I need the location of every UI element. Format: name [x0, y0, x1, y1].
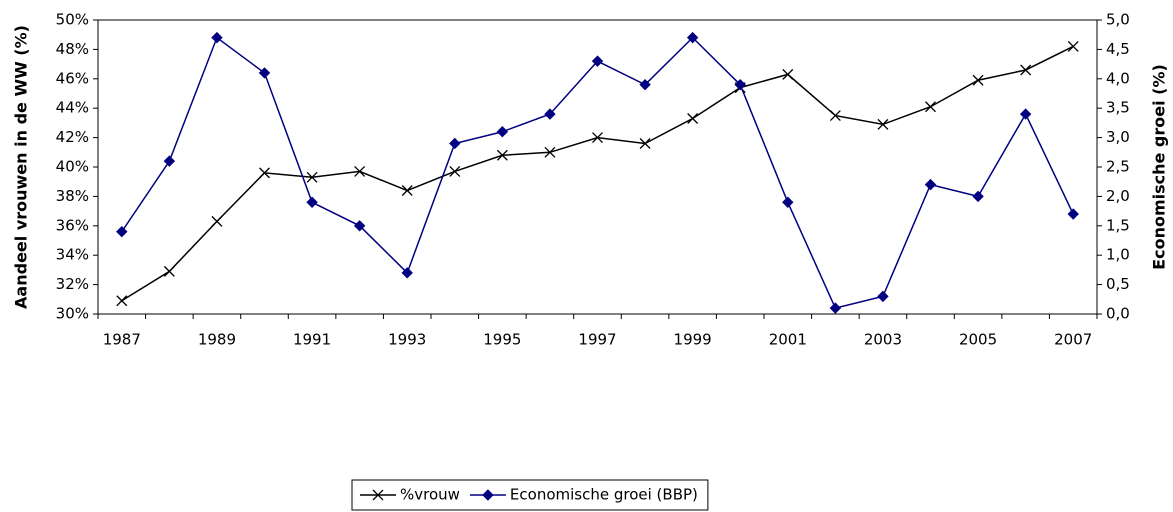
y2-tick-label: 3,5: [1106, 99, 1130, 117]
x-tick-label: 1991: [293, 331, 331, 349]
y2-tick-label: 3,0: [1106, 128, 1130, 146]
point: [687, 113, 699, 124]
x-tick-label: 1993: [388, 331, 426, 349]
point: [163, 265, 175, 277]
point: [211, 31, 223, 44]
point: [306, 171, 318, 183]
point: [924, 178, 937, 191]
point: [829, 302, 842, 314]
legend-marker: [372, 489, 384, 501]
point: [1020, 64, 1032, 76]
legend-label: %vrouw: [400, 486, 460, 504]
point: [353, 220, 366, 232]
x-tick-label: 1987: [103, 331, 141, 349]
point: [1067, 208, 1079, 220]
point: [734, 78, 746, 91]
point: [259, 167, 270, 179]
point: [877, 118, 889, 130]
point: [449, 137, 461, 150]
point: [401, 185, 413, 196]
point: [116, 295, 128, 307]
point: [258, 67, 271, 79]
x-tick-label: 2001: [769, 331, 807, 349]
x-tick-label: 2005: [959, 331, 997, 349]
point: [1019, 108, 1032, 120]
x-tick-label: 1995: [483, 331, 521, 349]
y2-tick-label: 2,0: [1106, 187, 1130, 205]
point: [925, 101, 936, 113]
y2-tick-label: 5,0: [1106, 11, 1130, 29]
point: [401, 267, 413, 279]
x-tick-label: 1989: [198, 331, 236, 349]
point: [972, 190, 984, 203]
y2-tick-label: 4,5: [1106, 40, 1130, 58]
point: [782, 196, 794, 208]
point: [877, 290, 889, 303]
y-tick-label: 30%: [56, 305, 89, 323]
legend-marker: [482, 489, 494, 501]
x-tick-label: 1997: [578, 331, 616, 349]
point: [116, 225, 128, 238]
point: [544, 108, 556, 120]
y-tick-label: 46%: [56, 69, 89, 87]
x-tick-label: 1999: [674, 331, 712, 349]
point: [972, 74, 984, 86]
y2-tick-label: 0,5: [1106, 275, 1130, 293]
y-tick-label: 32%: [56, 275, 89, 293]
legend: [351, 479, 709, 511]
y-tick-label: 48%: [56, 40, 89, 58]
x-tick-label: 2003: [864, 331, 902, 349]
y-tick-label: 44%: [56, 99, 89, 117]
point: [686, 31, 699, 44]
y2-tick-label: 1,5: [1106, 216, 1130, 234]
y-tick-label: 40%: [56, 158, 89, 176]
point: [591, 55, 604, 67]
point: [1067, 41, 1079, 52]
y-tick-label: 36%: [56, 216, 89, 234]
point: [544, 146, 556, 158]
y2-tick-label: 0,0: [1106, 305, 1130, 323]
y-tick-label: 42%: [56, 128, 89, 146]
point: [496, 126, 509, 138]
legend-label: Economische groei (BBP): [510, 486, 698, 504]
point: [496, 149, 508, 161]
point: [211, 215, 223, 227]
point: [306, 196, 318, 208]
y2-tick-label: 4,0: [1106, 69, 1130, 87]
y2-tick-label: 1,0: [1106, 246, 1130, 264]
y-tick-label: 38%: [56, 187, 89, 205]
point: [639, 138, 651, 149]
point: [639, 78, 651, 91]
y-axis-title: Aandeel vrouwen in de WW (%): [12, 25, 31, 309]
y-tick-label: 34%: [56, 246, 89, 264]
point: [449, 165, 461, 177]
point: [829, 110, 841, 122]
y-tick-label: 50%: [56, 11, 89, 29]
y2-axis-title: Economische groei (%): [1150, 64, 1169, 270]
point: [354, 165, 366, 177]
point: [782, 68, 794, 80]
point: [163, 155, 176, 167]
y2-tick-label: 2,5: [1106, 158, 1130, 176]
x-tick-label: 2007: [1054, 331, 1092, 349]
point: [592, 132, 603, 144]
